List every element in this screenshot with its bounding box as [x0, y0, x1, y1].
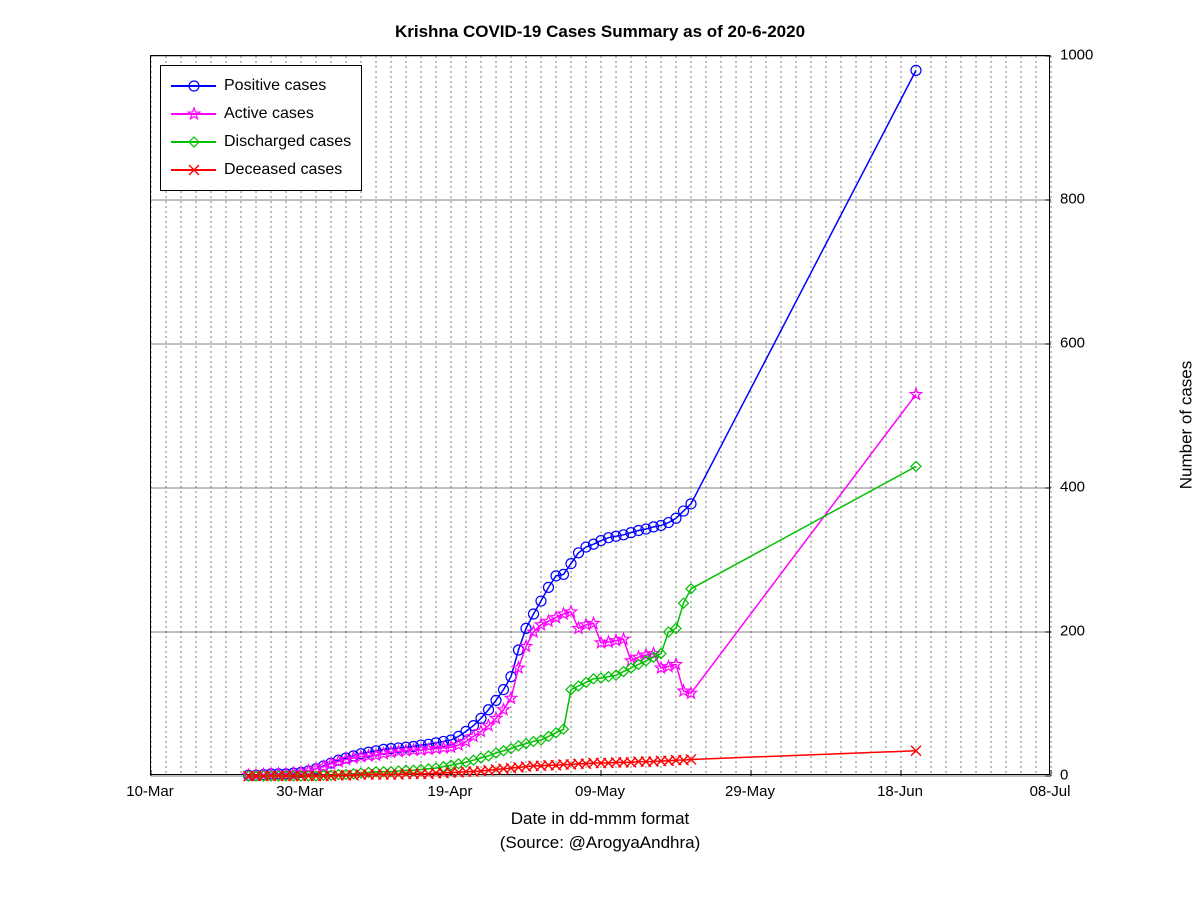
x-tick-label: 19-Apr: [427, 783, 472, 800]
x-axis-label: Date in dd-mmm format: [0, 809, 1200, 829]
x-tick-label: 29-May: [725, 783, 775, 800]
legend-entry: Positive cases: [171, 72, 351, 100]
x-tick-label: 30-Mar: [276, 783, 324, 800]
y-tick-label: 800: [1060, 191, 1085, 208]
x-tick-label: 10-Mar: [126, 783, 174, 800]
y-tick-label: 1000: [1060, 47, 1093, 64]
y-tick-label: 600: [1060, 335, 1085, 352]
legend-entry: Discharged cases: [171, 128, 351, 156]
source-label: (Source: @ArogyaAndhra): [0, 833, 1200, 853]
legend-label: Positive cases: [224, 77, 326, 95]
legend-entry: Deceased cases: [171, 156, 351, 184]
legend-box: Positive cases Active cases Discharged cas…: [160, 65, 362, 191]
legend-entry: Active cases: [171, 100, 351, 128]
y-tick-label: 400: [1060, 479, 1085, 496]
x-tick-label: 08-Jul: [1030, 783, 1071, 800]
plot-area: Positive cases Active cases Discharged cas…: [150, 55, 1050, 775]
chart-container: Krishna COVID-19 Cases Summary as of 20-…: [0, 0, 1200, 898]
y-tick-label: 0: [1060, 767, 1068, 784]
x-tick-label: 18-Jun: [877, 783, 923, 800]
x-tick-label: 09-May: [575, 783, 625, 800]
y-tick-label: 200: [1060, 623, 1085, 640]
chart-title: Krishna COVID-19 Cases Summary as of 20-…: [0, 22, 1200, 42]
y-axis-label: Number of cases: [1176, 361, 1196, 490]
legend-label: Active cases: [224, 105, 314, 123]
legend-label: Deceased cases: [224, 161, 342, 179]
legend-label: Discharged cases: [224, 133, 351, 151]
